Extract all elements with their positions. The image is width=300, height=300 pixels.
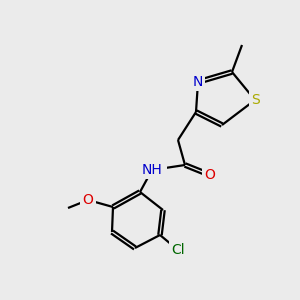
Text: N: N [155,163,165,177]
Text: N: N [193,75,203,89]
Text: H: H [147,164,157,176]
Text: S: S [250,93,260,107]
Text: NH: NH [142,163,162,177]
Text: Cl: Cl [171,243,185,257]
Text: O: O [205,168,215,182]
Text: O: O [82,193,93,207]
